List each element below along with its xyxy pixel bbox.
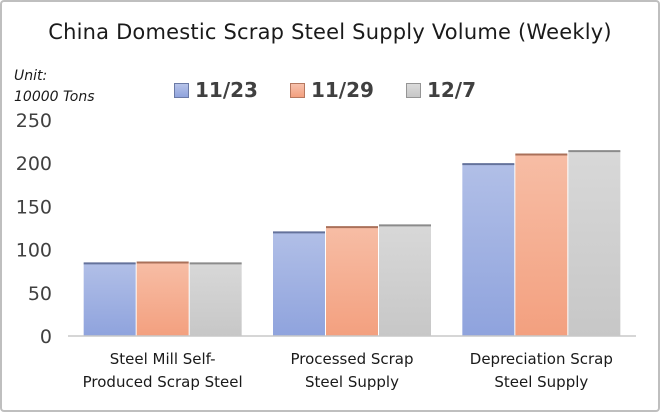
y-tick-label: 0 [40, 326, 52, 348]
chart-title: China Domestic Scrap Steel Supply Volume… [48, 20, 612, 44]
bar [515, 154, 568, 336]
bar [189, 263, 242, 336]
legend-item-12-7: 12/7 [405, 78, 476, 102]
x-tick-label: Steel Mill Self-Produced Scrap Steel [83, 350, 243, 391]
legend-swatch [405, 82, 421, 98]
bar [273, 232, 325, 336]
unit-label: Unit: 10000 Tons [14, 68, 95, 105]
legend-label: 12/7 [426, 78, 476, 102]
bar [379, 225, 431, 336]
bar [83, 263, 136, 336]
legend-label: 11/23 [195, 78, 258, 102]
x-tick-label: Depreciation Scrap Steel Supply [470, 350, 613, 391]
legend-swatch [174, 82, 189, 98]
legend: 11/23 11/29 12/7 [174, 78, 508, 102]
bar [326, 227, 378, 336]
y-tick-label: 150 [16, 196, 52, 218]
y-tick-label: 100 [16, 240, 52, 262]
legend-swatch [289, 82, 305, 98]
y-axis-ticks: 0 50 100 150 200 250 [16, 110, 52, 348]
bar [462, 164, 515, 336]
y-tick-label: 200 [16, 153, 52, 175]
legend-label: 11/29 [310, 78, 374, 102]
y-tick-label: 50 [28, 283, 52, 305]
bars [83, 150, 621, 336]
legend-item-11-29: 11/29 [289, 78, 374, 102]
x-axis-labels: Steel Mill Self-Produced Scrap Steel Proc… [83, 350, 613, 391]
x-tick-label: Processed Scrap Steel Supply [290, 350, 413, 391]
legend-item-11-23: 11/23 [174, 78, 258, 102]
bar [136, 262, 189, 336]
bar [568, 151, 621, 336]
y-tick-label: 250 [16, 110, 52, 132]
